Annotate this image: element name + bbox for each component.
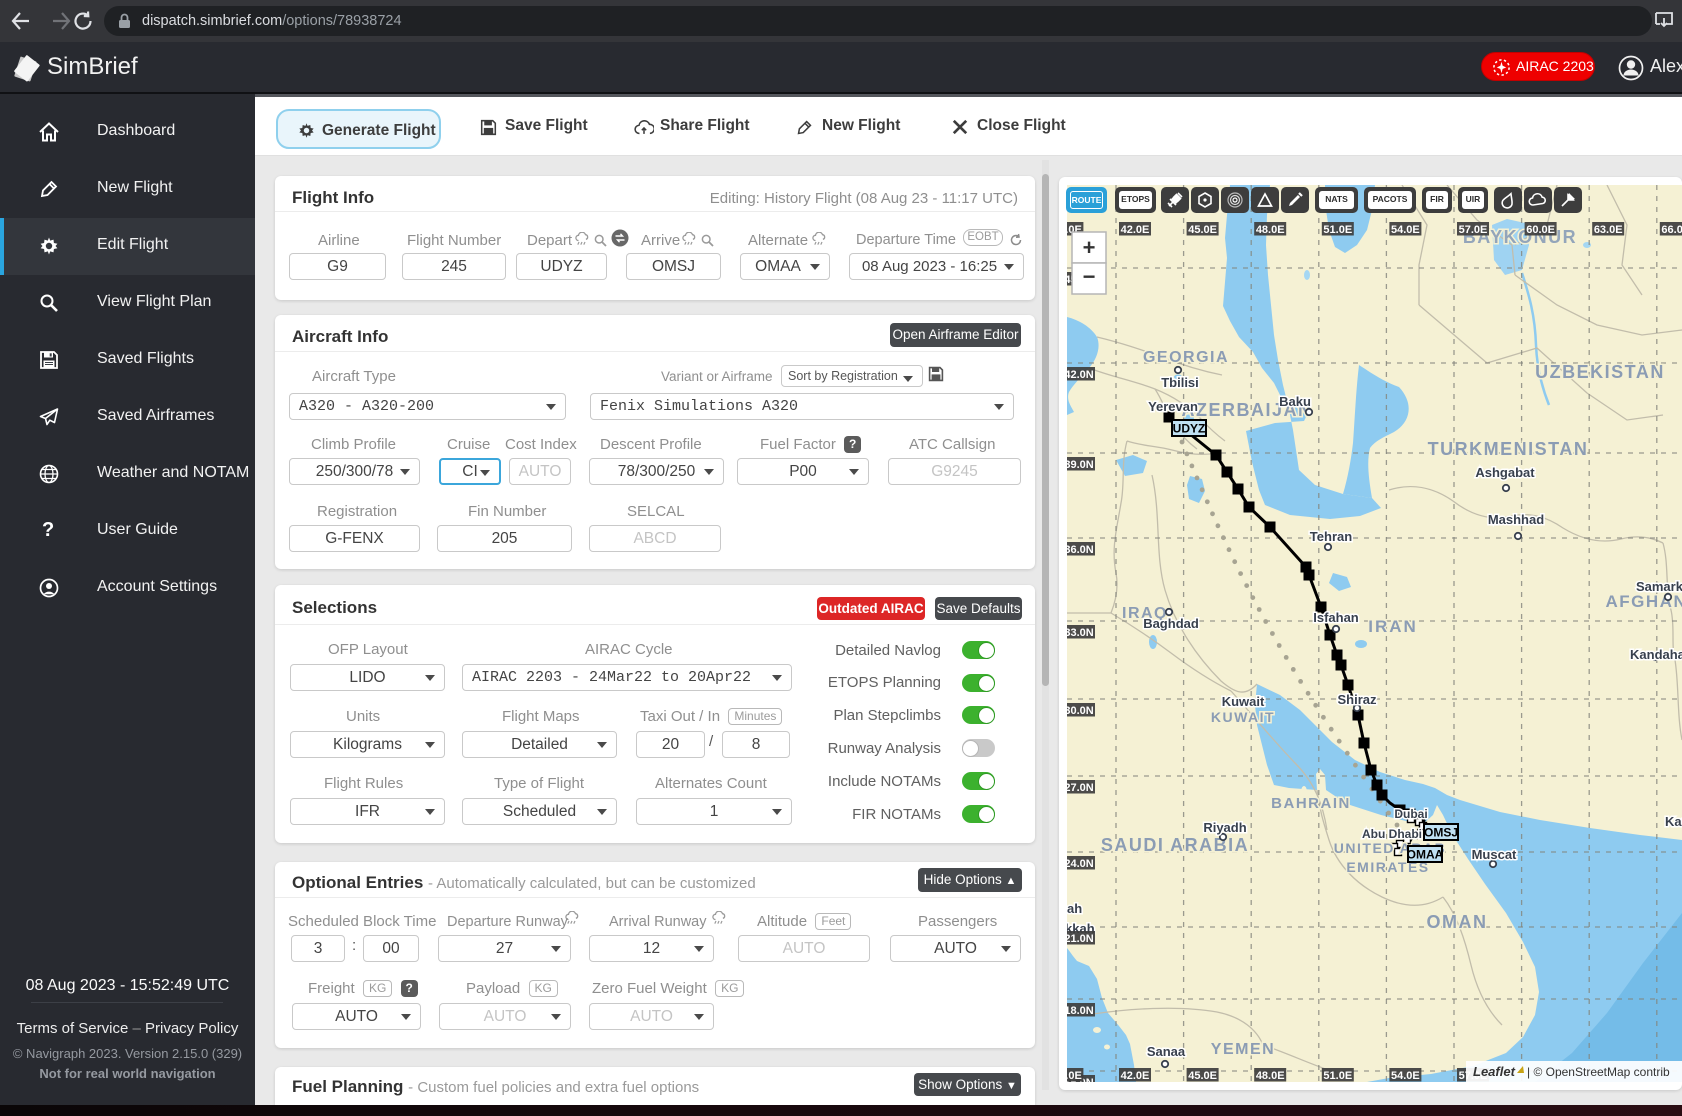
svg-text:Isfahan: Isfahan [1313,610,1359,625]
svg-text:Yerevan: Yerevan [1148,399,1198,414]
svg-text:IRAN: IRAN [1368,617,1418,636]
svg-text:54.0E: 54.0E [1391,1070,1420,1082]
svg-text:42.0E: 42.0E [1121,1070,1150,1082]
svg-text:Leaflet: Leaflet [1473,1064,1516,1079]
svg-text:IRAQ: IRAQ [1122,605,1168,622]
svg-text:Dubai: Dubai [1394,807,1427,821]
svg-text:Samarkand: Samarkand [1636,579,1682,594]
svg-text:Karachi: Karachi [1665,814,1682,829]
svg-text:AZERBAIJAN: AZERBAIJAN [1181,400,1312,420]
svg-text:TURKMENISTAN: TURKMENISTAN [1428,439,1589,459]
svg-text:Kuwait: Kuwait [1222,694,1265,709]
svg-text:Baku: Baku [1279,394,1311,409]
svg-text:24.0N: 24.0N [1067,858,1094,870]
svg-text:SAUDI ARABIA: SAUDI ARABIA [1101,835,1249,855]
svg-text:Riyadh: Riyadh [1203,820,1246,835]
svg-text:Abu Dhabi: Abu Dhabi [1362,827,1422,841]
svg-text:39.0E: 39.0E [1067,1070,1082,1082]
svg-text:Tbilisi: Tbilisi [1161,375,1199,390]
svg-text:UDYZ: UDYZ [1173,422,1206,436]
svg-text:YEMEN: YEMEN [1211,1041,1275,1058]
svg-text:48.0E: 48.0E [1256,1070,1285,1082]
svg-text:36.0N: 36.0N [1067,544,1094,556]
svg-text:BAHRAIN: BAHRAIN [1271,795,1351,812]
svg-text:−: − [1083,264,1096,289]
svg-text:63.0E: 63.0E [1594,224,1623,236]
svg-text:33.0N: 33.0N [1067,627,1094,639]
svg-text:OMAN: OMAN [1427,912,1488,932]
svg-text:57.0E: 57.0E [1459,224,1488,236]
svg-text:Tehran: Tehran [1310,529,1352,544]
svg-text:54.0E: 54.0E [1391,224,1420,236]
svg-text:51.0E: 51.0E [1323,1070,1352,1082]
svg-text:ah: ah [1067,901,1082,916]
svg-text:OMAA: OMAA [1407,848,1444,862]
svg-text:66.0E: 66.0E [1661,224,1682,236]
svg-text:18.0N: 18.0N [1067,1005,1094,1017]
svg-text:AFGHANISTAN: AFGHANISTAN [1606,592,1682,611]
svg-text:39.0N: 39.0N [1067,459,1094,471]
svg-text:60.0E: 60.0E [1526,224,1555,236]
svg-text:45.0E: 45.0E [1188,1070,1217,1082]
svg-text:UZBEKISTAN: UZBEKISTAN [1535,362,1665,382]
svg-text:GEORGIA: GEORGIA [1143,349,1229,366]
svg-text:51.0E: 51.0E [1323,224,1352,236]
svg-text:KUWAIT: KUWAIT [1211,709,1275,725]
svg-text:Sanaa: Sanaa [1147,1044,1186,1059]
svg-text:Mashhad: Mashhad [1488,512,1544,527]
svg-text:30.0N: 30.0N [1067,705,1094,717]
svg-text:42.0E: 42.0E [1121,224,1150,236]
svg-text:45.0E: 45.0E [1188,224,1217,236]
svg-text:21.0N: 21.0N [1067,933,1094,945]
svg-text:OMSJ: OMSJ [1424,826,1458,840]
svg-text:| © OpenStreetMap contrib: | © OpenStreetMap contrib [1527,1065,1670,1079]
svg-text:Ashgabat: Ashgabat [1475,465,1535,480]
svg-text:42.0N: 42.0N [1067,369,1094,381]
svg-text:Kandahar: Kandahar [1630,647,1682,662]
svg-text:Baghdad: Baghdad [1143,616,1199,631]
svg-text:+: + [1083,235,1096,260]
svg-text:27.0N: 27.0N [1067,782,1094,794]
svg-text:48.0E: 48.0E [1256,224,1285,236]
svg-text:Muscat: Muscat [1472,847,1517,862]
svg-text:Shiraz: Shiraz [1337,692,1377,707]
